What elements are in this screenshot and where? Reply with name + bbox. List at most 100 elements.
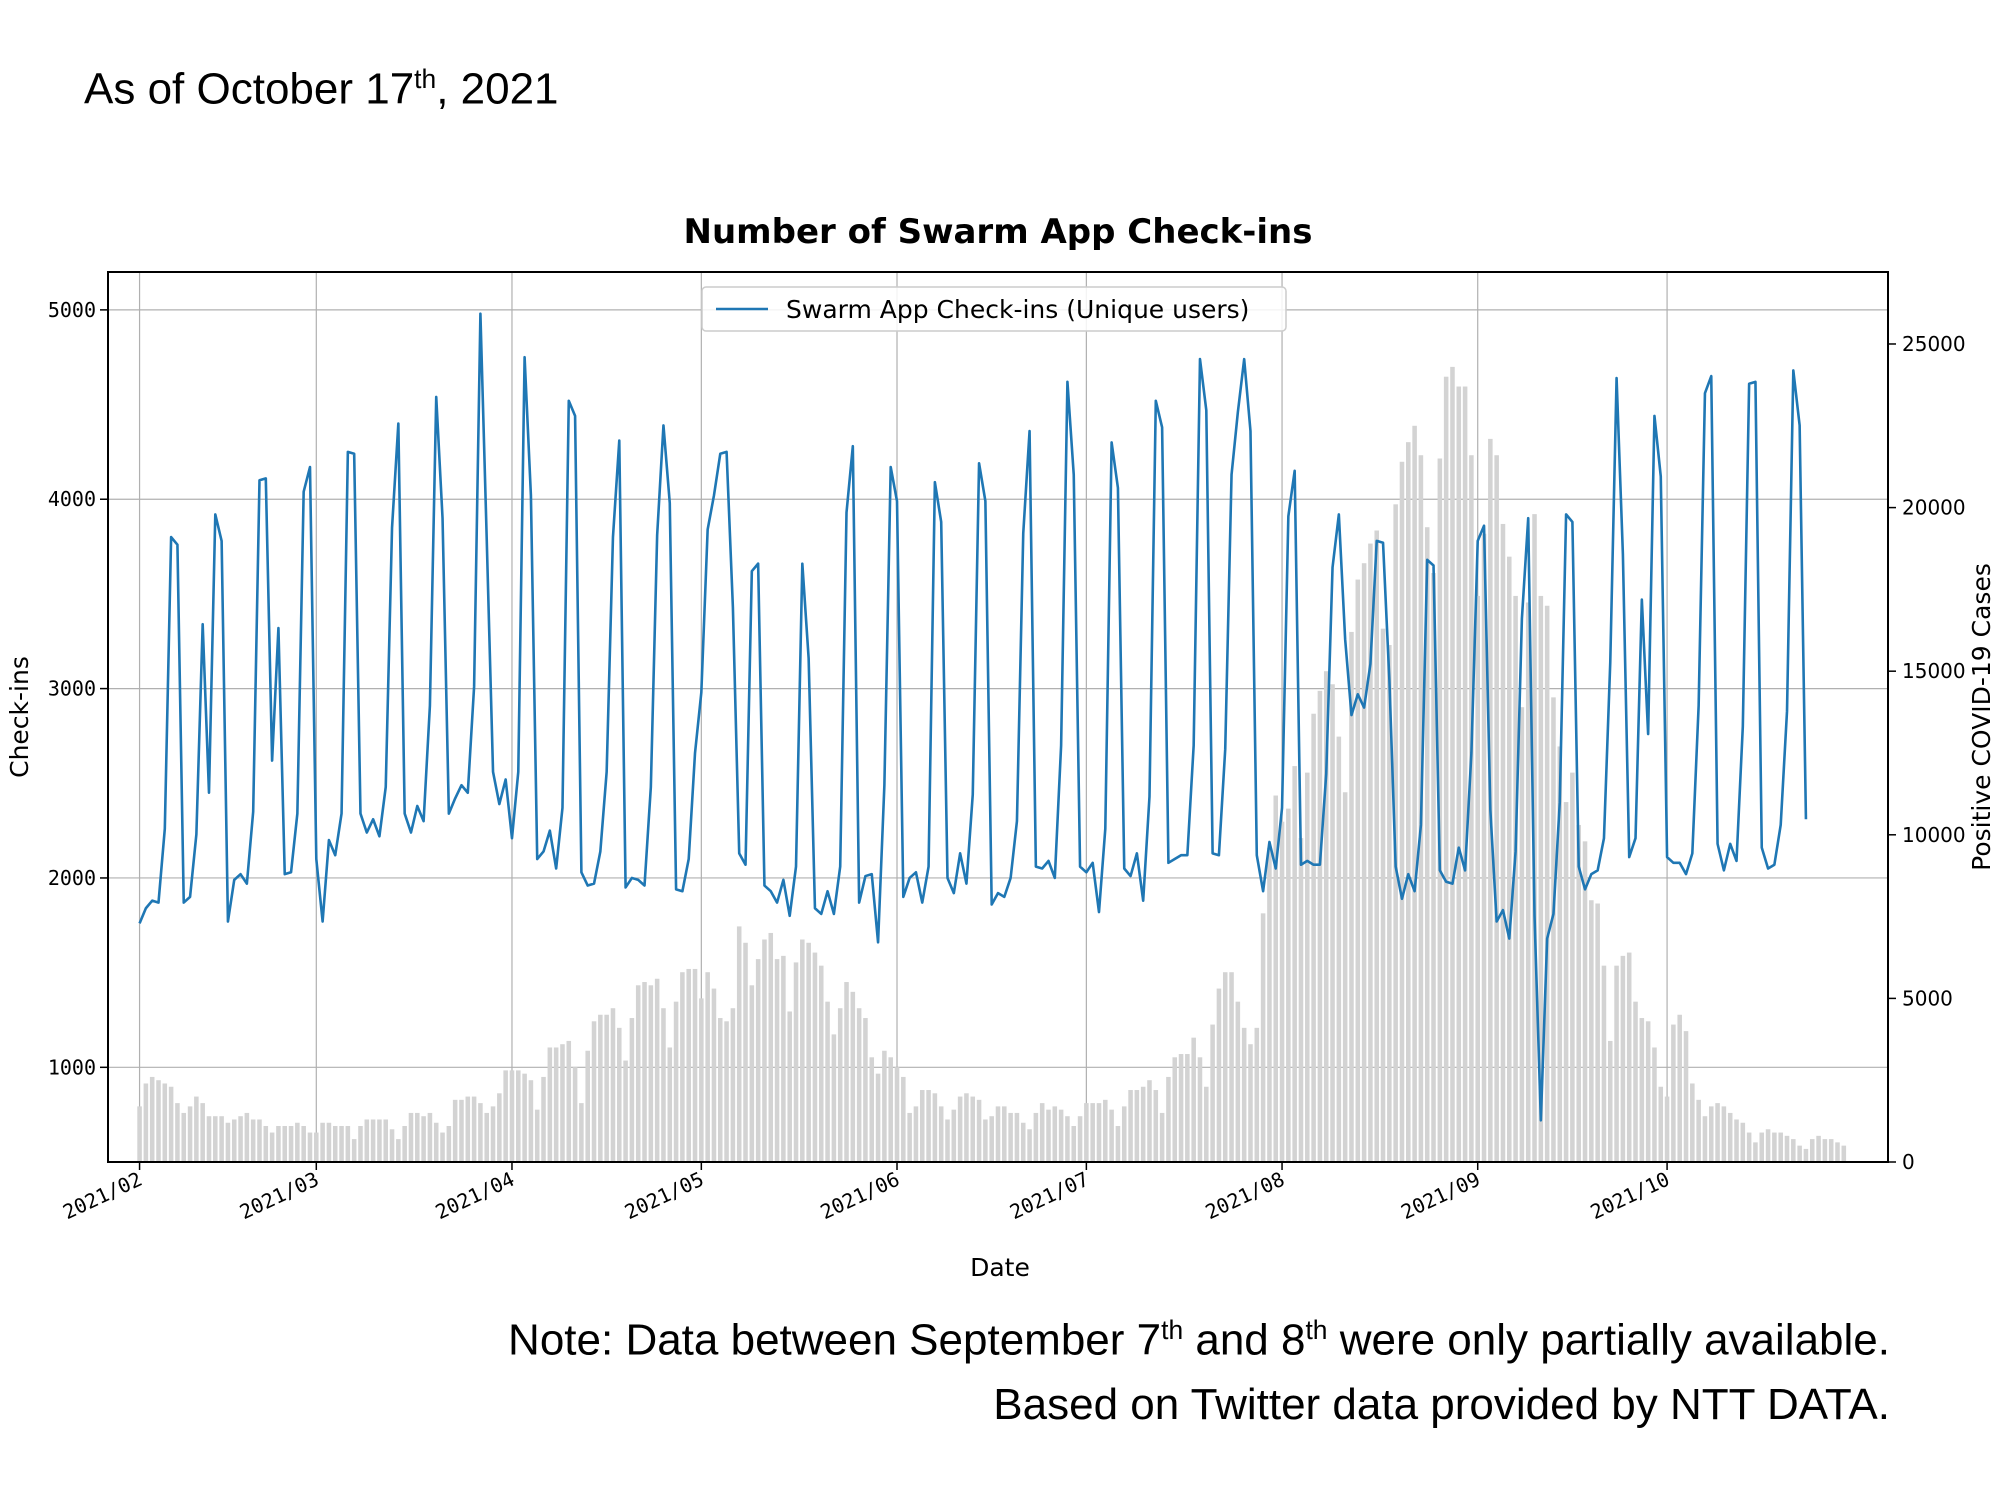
covid-case-bar: [945, 1119, 950, 1162]
y2-tick-label: 25000: [1902, 332, 1966, 356]
y2-tick-label: 5000: [1902, 986, 1953, 1010]
covid-case-bar: [1721, 1106, 1727, 1162]
covid-case-bar: [1778, 1132, 1783, 1162]
covid-case-bar: [370, 1119, 376, 1162]
covid-case-bar: [1639, 1018, 1645, 1162]
covid-case-bar: [623, 1060, 628, 1162]
covid-case-bar: [1475, 595, 1480, 1162]
covid-case-bar: [295, 1122, 300, 1162]
covid-case-bar: [970, 1096, 976, 1162]
covid-case-bar: [231, 1119, 237, 1162]
y-tick-label: 1000: [48, 1055, 96, 1079]
covid-case-bar: [762, 939, 767, 1162]
covid-case-bar: [288, 1126, 294, 1162]
covid-case-bar: [1734, 1119, 1739, 1162]
covid-case-bar: [1286, 808, 1291, 1162]
covid-case-bar: [1633, 1001, 1638, 1162]
covid-case-bar: [1551, 697, 1556, 1162]
covid-case-bar: [320, 1122, 325, 1162]
plot-frame: [107, 271, 1889, 1163]
covid-case-bar: [1248, 1044, 1253, 1162]
right-y-axis: 0 5000 10000 15000 20000 25000: [1888, 332, 1966, 1174]
covid-case-bar: [1311, 713, 1316, 1162]
covid-case-bar: [598, 1014, 603, 1162]
covid-case-bar: [604, 1014, 609, 1162]
covid-case-bar: [516, 1070, 521, 1162]
covid-case-bar: [1178, 1054, 1184, 1162]
covid-case-bar: [1412, 425, 1417, 1163]
covid-case-bar: [452, 1099, 458, 1162]
covid-case-bar: [1014, 1112, 1020, 1162]
covid-case-bar: [1374, 530, 1379, 1162]
covid-case-bar: [995, 1106, 1001, 1162]
covid-case-bar: [1772, 1132, 1777, 1162]
covid-case-bar: [497, 1093, 502, 1162]
y2-tick-label: 0: [1902, 1150, 1915, 1174]
covid-case-bar: [1696, 1099, 1701, 1162]
covid-case-bar: [1216, 988, 1222, 1162]
covid-case-bar: [1677, 1014, 1682, 1162]
covid-case-bar: [711, 988, 717, 1162]
covid-case-bar: [358, 1126, 363, 1162]
covid-case-bar: [844, 982, 849, 1162]
source-note: Based on Twitter data provided by NTT DA…: [993, 1379, 1890, 1429]
covid-case-bar: [686, 968, 691, 1162]
covid-case-bar: [1159, 1112, 1165, 1162]
covid-case-bar: [1077, 1116, 1083, 1162]
covid-case-bar: [919, 1090, 925, 1162]
covid-case-bar: [471, 1096, 477, 1162]
covid-case-bar: [345, 1126, 351, 1162]
covid-case-bar: [680, 972, 685, 1162]
x-tick-label: 2021/04: [432, 1167, 519, 1224]
covid-case-bar: [1538, 595, 1544, 1162]
covid-case-bar: [837, 1008, 843, 1162]
as-of-date-heading: As of October 17th, 2021: [84, 64, 559, 115]
covid-case-bar: [938, 1106, 944, 1162]
covid-case-bar: [692, 968, 698, 1162]
covid-case-bar: [1576, 824, 1581, 1162]
covid-case-bar: [901, 1076, 906, 1162]
covid-case-bar: [528, 1080, 534, 1162]
covid-case-bar: [1020, 1122, 1026, 1162]
covid-case-bar: [724, 1021, 729, 1162]
covid-case-bar: [1462, 386, 1468, 1162]
covid-case-bar: [156, 1080, 161, 1162]
covid-case-bar: [339, 1126, 344, 1162]
covid-case-bar: [1727, 1112, 1733, 1162]
covid-case-bar: [1563, 802, 1569, 1162]
covid-case-bar: [699, 998, 704, 1162]
covid-case-bar: [1822, 1139, 1828, 1162]
covid-case-bar: [825, 1001, 830, 1162]
covid-case-bar: [1058, 1109, 1064, 1162]
covid-case-bar: [364, 1119, 370, 1162]
covid-case-bar: [168, 1086, 174, 1162]
covid-case-bar: [806, 942, 811, 1162]
covid-case-bar: [831, 1034, 837, 1162]
covid-case-bar: [1607, 1040, 1613, 1162]
covid-case-bar: [907, 1112, 912, 1162]
covid-case-bar: [1027, 1129, 1032, 1162]
covid-case-bar: [1570, 772, 1575, 1162]
covid-case-bar: [440, 1132, 445, 1162]
y-tick-label: 5000: [48, 298, 96, 322]
covid-case-bar: [1601, 965, 1607, 1162]
covid-case-bar: [1494, 455, 1499, 1162]
covid-case-bar: [736, 926, 742, 1162]
covid-case-bar: [282, 1126, 288, 1162]
covid-case-bar: [269, 1132, 275, 1162]
covid-case-bar: [566, 1040, 572, 1162]
checkins-line: [138, 312, 1808, 1122]
covid-case-bar: [1260, 913, 1266, 1162]
x-tick-label: 2021/06: [817, 1167, 904, 1224]
covid-case-bar: [1450, 366, 1455, 1162]
covid-case-bar: [774, 959, 780, 1162]
covid-case-bar: [1305, 772, 1310, 1162]
covid-case-bar: [478, 1103, 483, 1162]
covid-case-bar: [250, 1119, 256, 1162]
covid-case-bar: [1387, 645, 1392, 1162]
covid-case-bar: [389, 1129, 395, 1162]
as-of-superscript: th: [414, 64, 437, 94]
covid-case-bar: [1784, 1135, 1790, 1162]
covid-case-bar: [225, 1122, 231, 1162]
covid-case-bar: [1513, 595, 1518, 1162]
